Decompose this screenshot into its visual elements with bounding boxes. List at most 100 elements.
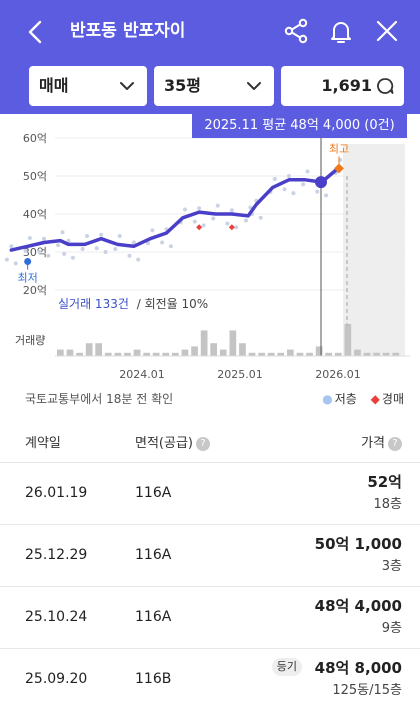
volume-bar	[296, 352, 304, 356]
transaction-dots	[4, 158, 343, 266]
transaction-dot	[136, 257, 141, 262]
trade-type-value: 매매	[39, 76, 69, 95]
table-row[interactable]: 25.10.24 116A 48억 4,000 9층	[0, 586, 420, 648]
transaction-dot	[99, 232, 104, 237]
volume-bar	[104, 352, 112, 356]
top-bar: 반포동 반포자이	[0, 0, 420, 62]
volume-bar	[124, 352, 131, 356]
volume-bar	[248, 352, 256, 356]
y-tick-label: 50억	[23, 170, 47, 183]
transaction-dot	[113, 246, 118, 251]
x-tick-label: 2026.01	[315, 368, 361, 381]
share-icon[interactable]	[282, 17, 310, 45]
volume-bar	[325, 352, 332, 356]
row-floor: 9층	[381, 621, 402, 636]
transaction-dot	[4, 257, 9, 262]
y-tick-label: 30억	[23, 246, 47, 259]
transaction-dot	[315, 189, 320, 194]
transaction-dot	[42, 236, 46, 241]
comments-button[interactable]: 1,691	[281, 66, 404, 106]
y-tick-label: 20억	[23, 284, 47, 297]
transaction-dot	[62, 251, 67, 256]
transaction-dot	[197, 206, 202, 211]
speech-bubble-icon	[377, 78, 394, 94]
transaction-dot	[301, 182, 306, 187]
close-icon[interactable]	[373, 17, 401, 45]
volume-label: 거래량	[15, 334, 45, 347]
volume-bar	[239, 343, 246, 356]
transaction-dot	[46, 253, 51, 258]
volume-bar	[315, 346, 323, 356]
volume-bar	[373, 352, 380, 356]
transaction-dot	[117, 234, 122, 239]
transaction-dot	[160, 240, 165, 245]
transaction-dot	[168, 244, 173, 249]
transaction-dot	[225, 221, 230, 226]
size-value: 35평	[164, 76, 201, 95]
volume-bar	[267, 352, 275, 356]
volume-bar	[200, 330, 208, 356]
transaction-dot	[37, 250, 42, 254]
trade-type-select[interactable]: 매매	[29, 66, 147, 106]
x-tick-label: 2025.01	[217, 368, 263, 381]
transaction-dot	[13, 261, 18, 266]
header-area: 면적(공급)?	[135, 434, 210, 454]
volume-bar	[57, 349, 64, 356]
transaction-dot	[324, 193, 329, 198]
transaction-dot	[287, 174, 291, 178]
row-floor: 18층	[373, 497, 402, 512]
transaction-dot	[85, 234, 90, 239]
size-select[interactable]: 35평	[154, 66, 274, 106]
turnover-rate: / 회전율 10%	[137, 297, 208, 311]
volume-bars	[57, 324, 400, 356]
row-price: 52억	[367, 473, 402, 491]
page-title: 반포동 반포자이	[70, 21, 186, 41]
chevron-left-icon[interactable]	[24, 18, 48, 46]
volume-bar	[95, 343, 102, 356]
header-date: 계약일	[25, 436, 61, 451]
volume-bar	[210, 343, 217, 356]
future-region	[343, 144, 405, 356]
table-row[interactable]: 25.12.29 116A 50억 1,000 3층	[0, 524, 420, 586]
volume-bar	[114, 352, 122, 356]
row-area: 116A	[135, 547, 172, 563]
transaction-dot	[258, 215, 263, 220]
transaction-dot	[243, 218, 248, 223]
help-icon[interactable]: ?	[388, 436, 402, 451]
volume-bar	[66, 349, 74, 356]
app-header: 반포동 반포자이 매매 35평 1,691	[0, 0, 420, 114]
help-icon[interactable]: ?	[195, 436, 210, 451]
legend-low-floor: 저층	[334, 392, 357, 406]
table-row[interactable]: 26.01.19 116A 52억 18층	[0, 462, 420, 524]
bell-icon[interactable]	[327, 17, 355, 45]
volume-bar	[382, 352, 390, 356]
volume-bar	[152, 352, 160, 356]
volume-bar	[277, 352, 285, 356]
transaction-dot	[215, 203, 220, 208]
auction-diamond-icon: ◆	[370, 392, 380, 406]
chart-tooltip: 2025.11 평균 48억 4,000 (0건)	[192, 114, 407, 138]
volume-bar	[306, 352, 313, 356]
header-price-label: 가격	[361, 436, 385, 451]
volume-bar	[191, 346, 198, 356]
auction-markers	[196, 224, 235, 231]
transaction-dot	[234, 225, 239, 230]
chart-legend: ● 저층 ◆ 경매	[322, 390, 404, 408]
volume-bar	[162, 352, 170, 356]
high-point-label: 최고	[329, 142, 349, 155]
header-price: 가격?	[361, 434, 402, 454]
table-row[interactable]: 25.09.20 116B 48억 8,000 125동/15층 등기	[0, 648, 420, 710]
row-date: 25.12.29	[25, 547, 88, 563]
transaction-dot	[291, 191, 296, 196]
transaction-dot	[201, 223, 206, 228]
row-price: 48억 8,000	[314, 659, 402, 677]
data-source-note: 국토교통부에서 18분 전 확인	[25, 392, 174, 406]
transaction-dot	[272, 177, 277, 182]
volume-bar	[363, 352, 371, 356]
transaction-dot	[211, 216, 216, 221]
volume-bar	[133, 349, 141, 356]
row-floor: 125동/15층	[332, 683, 402, 698]
volume-bar	[334, 352, 342, 356]
price-chart[interactable]: 60억 50억 40억 30억 20억 최저 최고 실거래 133건 / 회전율 10%…	[0, 114, 420, 386]
transaction-dot	[9, 244, 14, 249]
